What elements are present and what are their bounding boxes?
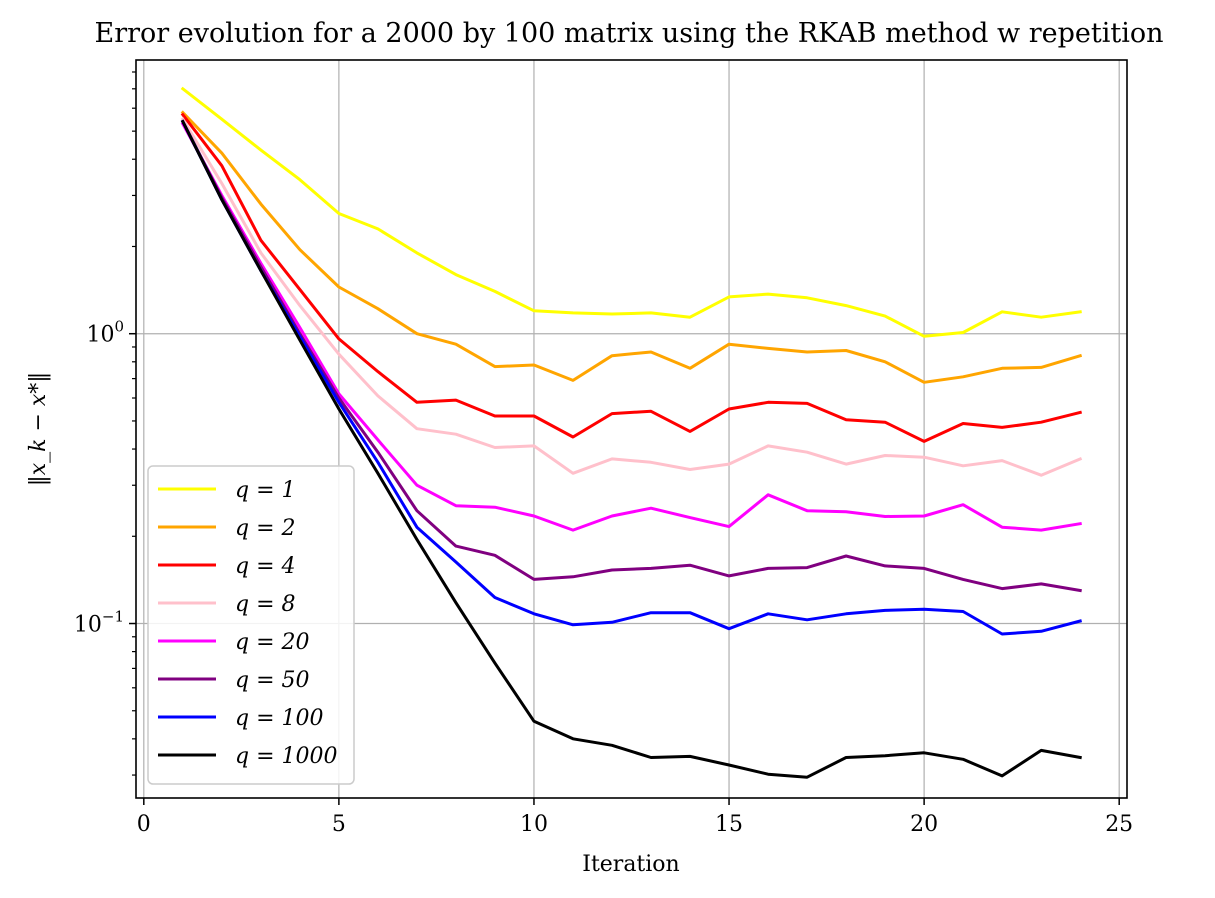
plot-frame — [135, 59, 1128, 799]
x-tick-label: 25 — [1105, 812, 1133, 837]
x-gridlines — [143, 60, 1120, 798]
legend-box — [147, 465, 355, 785]
series-line-q-1000 — [180, 119, 1082, 779]
chart-title: Error evolution for a 2000 by 100 matrix… — [94, 18, 1163, 49]
y-tick-label: 100 — [86, 318, 124, 348]
legend-label-q-2: q = 2 — [235, 516, 296, 541]
series-line-q-100 — [180, 119, 1083, 636]
x-tick-label: 5 — [332, 812, 346, 837]
x-axis-label: Iteration — [582, 852, 679, 877]
series-line-q-4 — [180, 112, 1083, 443]
legend: q = 1 q = 2 q = 4 q = 8 q = 20 q = 50 q = 100 q… — [147, 465, 355, 785]
legend-label-q-1: q = 1 — [235, 478, 296, 503]
series-line-q-1 — [180, 86, 1082, 338]
legend-label-q-50: q = 50 — [235, 668, 310, 693]
y-axis-ticks: 10−1 100 — [74, 71, 136, 776]
y-tick-label: 10−1 — [74, 608, 124, 638]
x-tick-label: 15 — [715, 812, 743, 837]
series-line-q-50 — [180, 119, 1082, 593]
y-axis-label: ‖x_k − x*‖ — [26, 372, 51, 487]
x-tick-label: 20 — [910, 812, 938, 837]
legend-label-q-4: q = 4 — [235, 554, 296, 579]
series-line-q-20 — [180, 121, 1082, 532]
legend-label-q-8: q = 8 — [235, 592, 296, 617]
series-line-q-2 — [180, 110, 1083, 384]
series-line-q-8 — [180, 117, 1083, 477]
legend-label-q-100: q = 100 — [235, 706, 324, 731]
series-lines — [180, 86, 1083, 779]
x-tick-label: 0 — [137, 812, 151, 837]
x-axis-ticks: 0 5 10 15 20 25 — [137, 798, 1133, 837]
legend-label-q-20: q = 20 — [235, 630, 310, 655]
legend-label-q-1000: q = 1000 — [235, 744, 338, 769]
x-tick-label: 10 — [520, 812, 548, 837]
